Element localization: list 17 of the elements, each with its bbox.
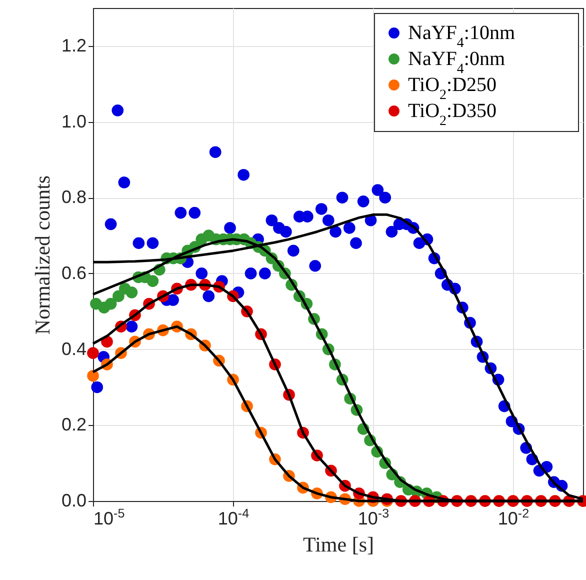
- y-axis-title: Normalized counts: [30, 175, 54, 335]
- x-tick-label: 10$^{-2}$: [498, 506, 530, 528]
- legend-label: TiO$_{2}$:D250: [408, 74, 497, 102]
- y-tick-label: 0.4: [61, 338, 86, 359]
- y-tick-label: 0.6: [61, 262, 86, 283]
- x-tick-label: 10$^{-4}$: [218, 506, 250, 528]
- legend-label: TiO$_{2}$:D350: [408, 100, 497, 128]
- y-tick-label: 0.2: [61, 414, 86, 435]
- x-axis-title: Time [s]: [303, 532, 374, 556]
- legend-label: NaYF$_{4}$:0nm: [408, 48, 506, 76]
- x-tick-label: 10$^{-5}$: [94, 506, 125, 528]
- y-tick-label: 1.0: [61, 111, 86, 132]
- y-tick-label: 1.2: [61, 35, 86, 56]
- legend-label: NaYF$_{4}$:10nm: [408, 22, 516, 50]
- x-tick-label: 10$^{-3}$: [358, 506, 390, 528]
- y-tick-label: 0.0: [61, 490, 86, 510]
- y-tick-label: 0.8: [61, 187, 86, 208]
